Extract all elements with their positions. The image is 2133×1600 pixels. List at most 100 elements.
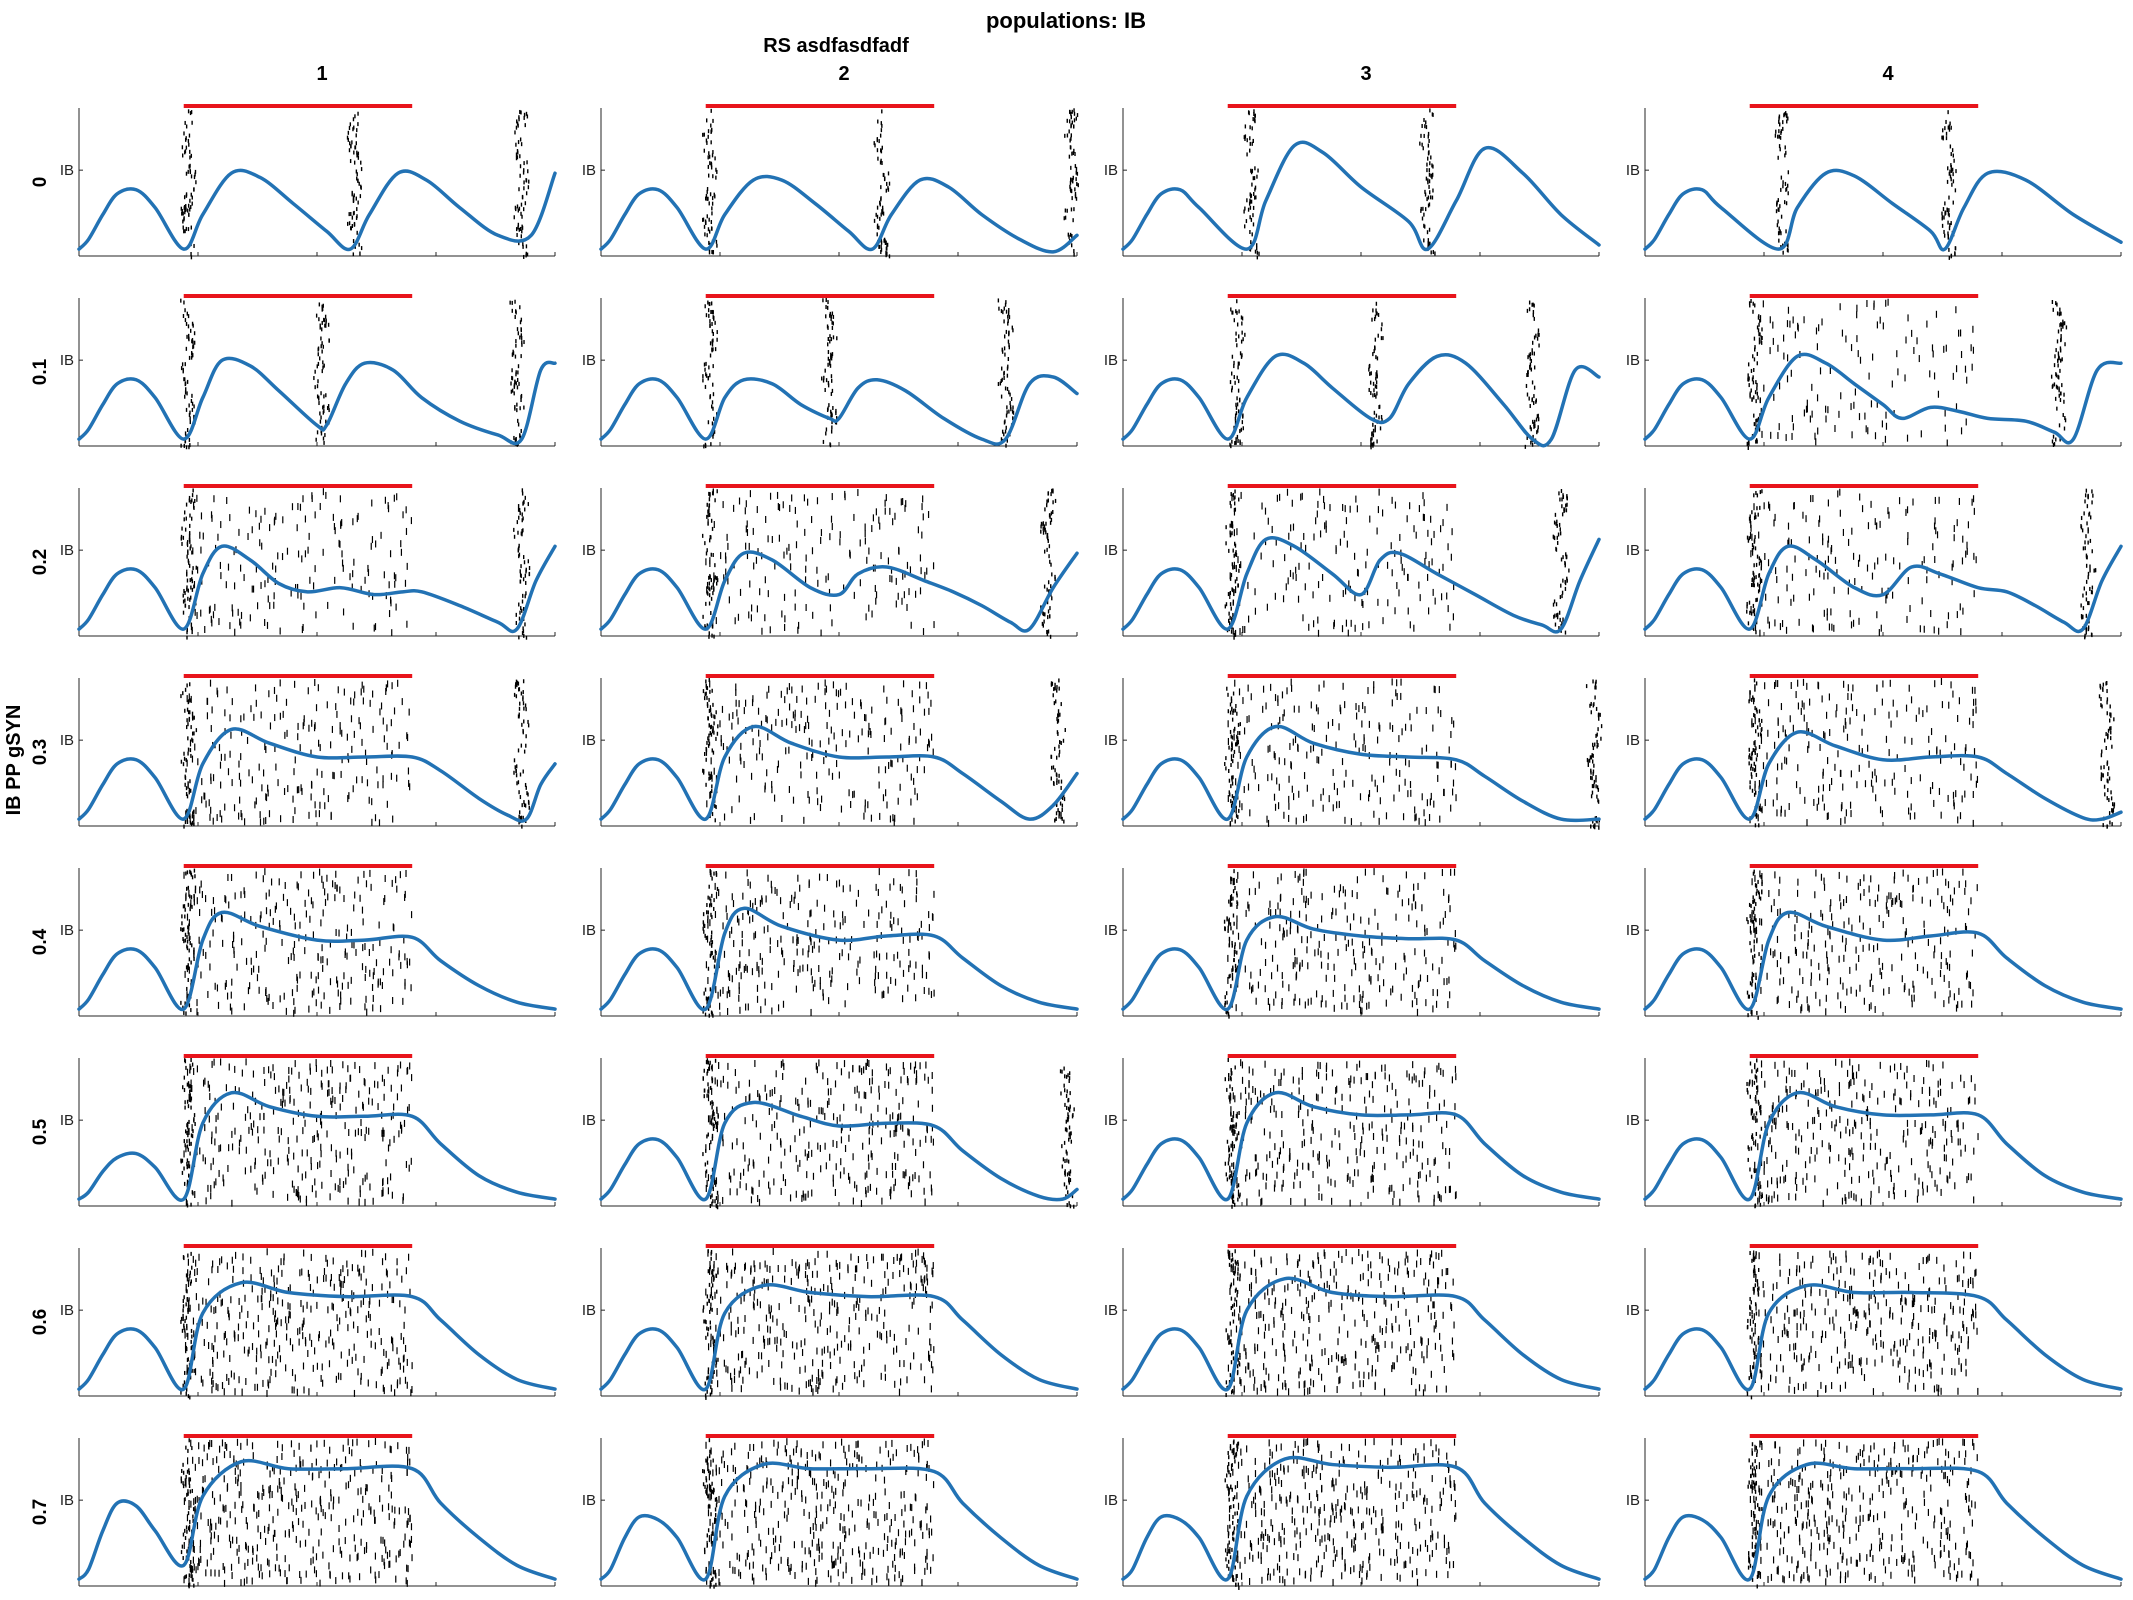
y-tick-label: IB — [582, 732, 596, 749]
population-trace — [77, 168, 557, 252]
population-trace — [599, 550, 1079, 633]
spike-burst — [2098, 680, 2116, 829]
row-label-0.4: 0.4 — [30, 928, 51, 955]
spike-burst — [821, 298, 838, 448]
spike-raster — [183, 868, 413, 1017]
panel-r3-c2: IB — [1104, 674, 1603, 830]
row-label-0.1: 0.1 — [30, 358, 51, 385]
y-tick-label: IB — [1626, 162, 1640, 179]
population-trace — [599, 174, 1079, 254]
y-tick-label: IB — [1626, 542, 1640, 559]
y-tick-label: IB — [582, 352, 596, 369]
spike-burst — [1224, 489, 1241, 640]
panel-r1-c1: IB — [582, 294, 1079, 449]
population-trace — [599, 724, 1079, 821]
column-group-label: RS asdfasdfadf — [763, 35, 909, 57]
panel-r3-c3: IB — [1626, 674, 2123, 829]
population-trace — [1121, 140, 1601, 252]
spike-burst — [1585, 679, 1603, 830]
spike-burst — [1746, 299, 1763, 450]
panel-r1-c3: IB — [1626, 294, 2123, 450]
population-trace — [77, 910, 557, 1011]
panel-r4-c1: IB — [582, 864, 1079, 1018]
panel-r0-c3: IB — [1626, 104, 2123, 260]
population-trace — [77, 544, 557, 634]
spike-raster — [185, 678, 411, 827]
row-label-0.2: 0.2 — [30, 549, 51, 575]
spike-burst — [1063, 108, 1079, 257]
column-header-4: 4 — [1882, 63, 1894, 85]
spike-raster — [1749, 488, 1977, 637]
panel-r4-c0: IB — [60, 864, 557, 1017]
row-label-0.5: 0.5 — [30, 1118, 51, 1145]
spike-burst — [180, 868, 197, 1016]
y-tick-label: IB — [1626, 352, 1640, 369]
spike-burst — [513, 679, 530, 829]
panel-r2-c3: IB — [1626, 484, 2123, 640]
population-trace — [77, 727, 557, 823]
panel-r2-c0: IB — [60, 484, 557, 640]
panel-r0-c1: IB — [582, 104, 1079, 259]
spike-raster — [1749, 298, 1975, 447]
panel-r3-c1: IB — [582, 674, 1079, 827]
spike-burst — [513, 488, 531, 640]
spike-raster — [1749, 678, 1979, 827]
panel-grid: 1 2 3 4 0 0.1 0.2 0.3 0.4 0.5 0.6 0.7 IB IB IB IB IB IB IB… — [30, 63, 2123, 1590]
population-trace — [1643, 729, 2123, 822]
spike-burst — [1229, 299, 1246, 449]
spike-burst — [180, 109, 197, 260]
y-tick-label: IB — [60, 162, 74, 179]
y-tick-label: IB — [60, 922, 74, 939]
row-label-0: 0 — [30, 177, 51, 188]
spike-burst — [313, 302, 330, 445]
column-header-1: 1 — [316, 63, 327, 85]
y-tick-label: IB — [60, 352, 74, 369]
row-group-label: IB PP gSYN — [3, 705, 25, 816]
spike-burst — [1552, 488, 1570, 635]
spike-burst — [346, 111, 363, 257]
column-header-2: 2 — [838, 63, 849, 85]
panel-r0-c2: IB — [1104, 104, 1601, 260]
panel-r0-c0: IB — [60, 104, 557, 260]
y-tick-label: IB — [60, 542, 74, 559]
population-trace — [1121, 352, 1601, 448]
spike-raster — [186, 488, 413, 637]
spike-burst — [2080, 488, 2097, 640]
figure-title: populations: IB — [986, 8, 1146, 33]
spike-burst — [2050, 299, 2068, 448]
y-tick-label: IB — [1626, 732, 1640, 749]
y-tick-label: IB — [582, 542, 596, 559]
y-tick-label: IB — [582, 162, 596, 179]
spike-burst — [1524, 300, 1540, 449]
spike-burst — [873, 109, 891, 259]
panel-r2-c2: IB — [1104, 484, 1601, 640]
row-label-0.7: 0.7 — [30, 1499, 51, 1525]
row-label-0.3: 0.3 — [30, 739, 51, 765]
spike-raster — [1227, 678, 1457, 827]
spike-burst — [1243, 109, 1260, 260]
spike-burst — [1774, 111, 1790, 255]
y-tick-label: IB — [1104, 542, 1118, 559]
spike-burst — [1050, 678, 1066, 824]
spike-burst — [180, 682, 198, 829]
panel-r1-c0: IB — [60, 294, 557, 450]
y-tick-label: IB — [1104, 162, 1118, 179]
spike-burst — [1368, 301, 1384, 450]
panel-r1-c2: IB — [1104, 294, 1601, 450]
spike-burst — [702, 678, 719, 823]
panel-r3-c0: IB — [60, 674, 557, 829]
population-trace — [1643, 544, 2123, 634]
spike-burst — [513, 109, 530, 259]
spike-burst — [1040, 488, 1057, 639]
y-tick-label: IB — [60, 732, 74, 749]
population-trace — [1643, 352, 2123, 445]
population-trace — [1121, 535, 1601, 634]
spike-burst — [997, 298, 1015, 448]
panel-r2-c1: IB — [582, 484, 1079, 639]
y-tick-label: IB — [1104, 352, 1118, 369]
column-header-3: 3 — [1360, 63, 1371, 85]
population-trace — [1121, 724, 1601, 823]
y-tick-label: IB — [582, 922, 596, 939]
y-tick-label: IB — [1104, 732, 1118, 749]
